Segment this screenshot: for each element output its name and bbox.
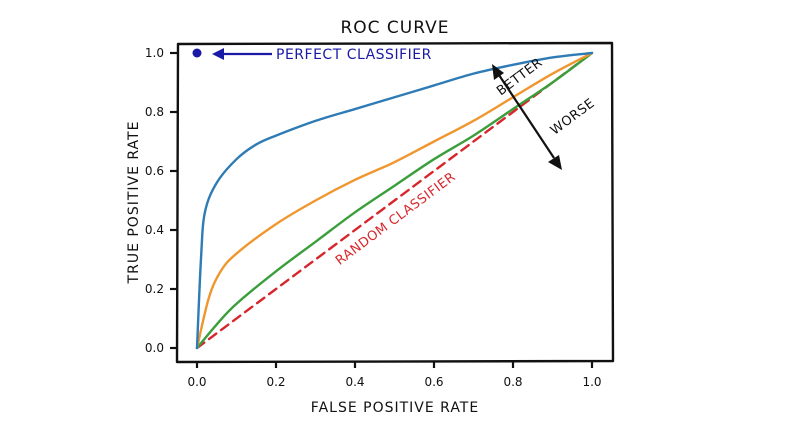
random-classifier-line xyxy=(195,51,594,350)
y-tick-label: 0.6 xyxy=(145,164,164,178)
x-tick-label: 0.4 xyxy=(345,375,364,389)
roc-series-line-2 xyxy=(195,51,594,350)
better-arrow-head xyxy=(492,64,504,80)
roc-series-line-0 xyxy=(195,51,594,350)
perfect-classifier-label: PERFECT CLASSIFIER xyxy=(276,47,432,63)
x-tick-label: 0.0 xyxy=(187,375,206,389)
plot-frame xyxy=(175,41,615,364)
y-tick-label: 0.8 xyxy=(145,105,164,119)
ticks-group: 0.0 0.2 0.4 0.6 0.8 1.0 0.0 0.2 0.4 0.6 0.8 1.0 xyxy=(145,46,602,389)
perfect-classifier-point xyxy=(192,48,202,58)
x-axis-label: FALSE POSITIVE RATE xyxy=(311,400,479,416)
better-worse-arrow-line xyxy=(498,74,555,159)
y-tick-label: 1.0 xyxy=(145,46,164,60)
y-tick-label: 0.0 xyxy=(145,341,164,355)
x-tick-label: 0.6 xyxy=(424,375,443,389)
worse-label: WORSE xyxy=(548,96,598,139)
x-tick-label: 0.2 xyxy=(266,375,285,389)
y-axis-label: TRUE POSITIVE RATE xyxy=(126,121,142,285)
perfect-arrow-head xyxy=(212,48,224,60)
x-tick-label: 0.8 xyxy=(503,375,522,389)
y-tick-label: 0.2 xyxy=(145,282,164,296)
series-group xyxy=(192,48,594,350)
y-tick-label: 0.4 xyxy=(145,223,164,237)
worse-arrow-head xyxy=(548,155,562,170)
chart-title: ROC CURVE xyxy=(340,18,449,38)
x-tick-label: 1.0 xyxy=(582,375,601,389)
